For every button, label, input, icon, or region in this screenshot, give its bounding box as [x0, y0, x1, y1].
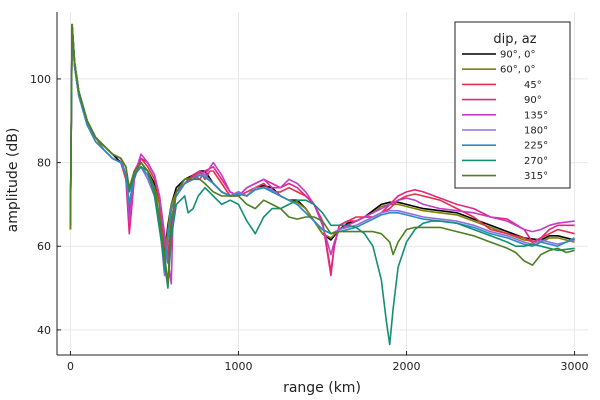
series-line-4: [69, 23, 575, 277]
x-tick-label: 1000: [224, 360, 252, 373]
legend-label: 180°: [524, 126, 548, 137]
legend-label: 90°, 0°: [500, 50, 535, 61]
y-tick-label: 40: [37, 324, 51, 337]
series-line-9: [69, 23, 575, 285]
legend-label: 270°: [524, 156, 548, 167]
legend-label: 225°: [524, 141, 548, 152]
x-tick-label: 2000: [393, 360, 421, 373]
x-tick-label: 0: [67, 360, 74, 373]
y-tick-label: 100: [30, 73, 51, 86]
tick-labels: 0 1000 2000 3000 40 60 80 100: [30, 73, 589, 373]
x-tick-label: 3000: [561, 360, 589, 373]
y-tick-label: 60: [37, 240, 51, 253]
legend-label: 135°: [524, 110, 548, 121]
y-axis-label: amplitude (dB): [5, 128, 21, 233]
legend-items: 90°, 0° 60°, 0° 45° 90° 135° 180° 225° 270° 315°: [462, 50, 548, 182]
x-axis-label: range (km): [283, 380, 361, 396]
y-tick-label: 80: [37, 157, 51, 170]
axes: [56, 12, 588, 356]
legend-label: 60°, 0°: [500, 65, 535, 76]
legend-label: 45°: [524, 80, 542, 91]
series-lines: [69, 23, 575, 346]
series-line-8: [69, 23, 575, 346]
grid: [57, 12, 588, 355]
legend-label: 90°: [524, 95, 542, 106]
legend-title: dip, az: [493, 32, 536, 47]
legend: dip, az 90°, 0° 60°, 0° 45° 90° 135° 180° 225°…: [454, 21, 571, 189]
series-line-5: [69, 23, 575, 285]
legend-label: 315°: [524, 171, 548, 182]
